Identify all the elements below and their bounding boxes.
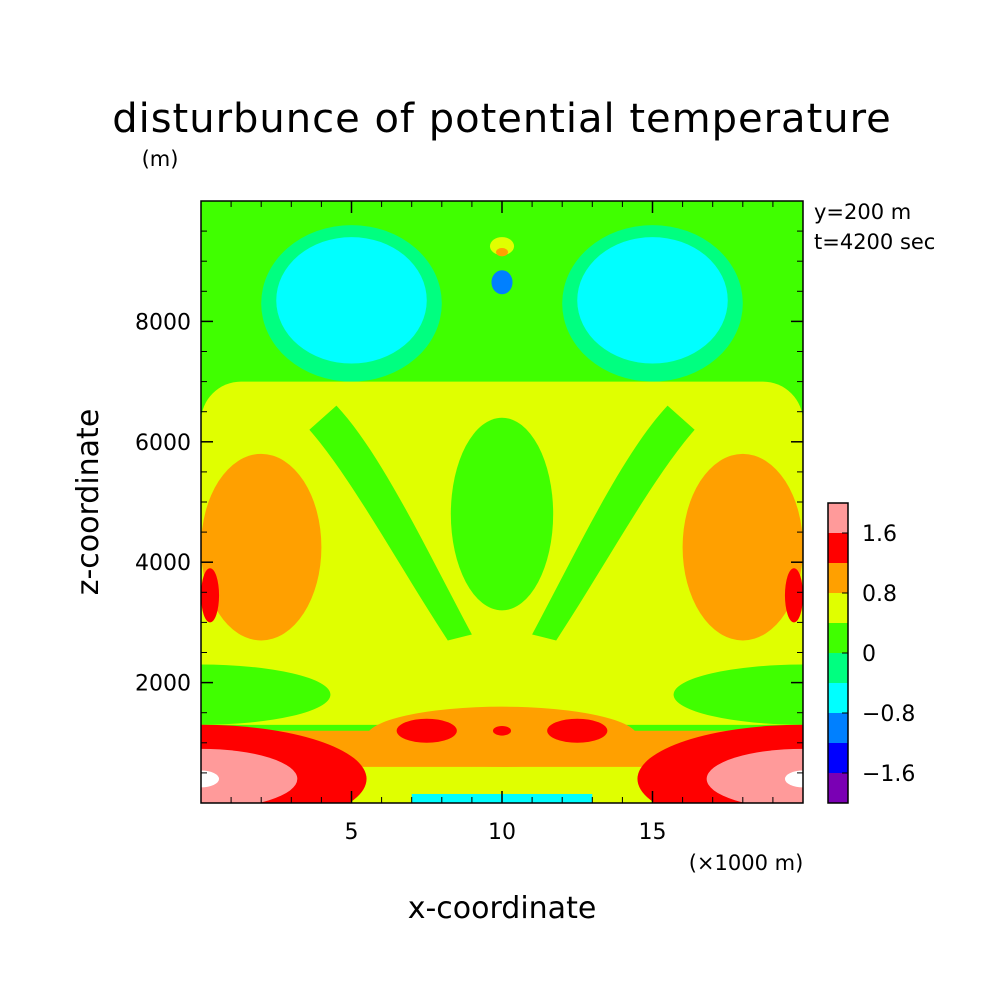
x-unit: (×1000 m) bbox=[689, 851, 804, 875]
surface-pink-lobe-0 bbox=[201, 748, 298, 803]
low-red-cell-1 bbox=[547, 718, 608, 743]
side-red-1 bbox=[784, 568, 803, 623]
colorbar-swatch-9 bbox=[828, 503, 848, 533]
x-tick-label-15: 15 bbox=[639, 820, 667, 845]
central-column-yellow bbox=[489, 237, 515, 256]
colorbar-tick-label: 0.8 bbox=[862, 582, 897, 607]
low-red-cell-0 bbox=[396, 718, 457, 743]
left-streak bbox=[309, 405, 472, 641]
colorbar-swatch-7 bbox=[828, 563, 848, 593]
upper-cyan-cell-0 bbox=[276, 237, 427, 364]
left-low-green bbox=[201, 664, 331, 725]
colorbar-tick-label: −0.8 bbox=[862, 702, 915, 727]
y-tick-label-8000: 8000 bbox=[135, 310, 191, 335]
surface-white-core-0 bbox=[201, 770, 220, 788]
chart-title: disturbunce of potential temperature bbox=[112, 96, 892, 142]
annotation-t: t=4200 sec bbox=[814, 230, 935, 254]
annotation-y: y=200 m bbox=[814, 200, 911, 224]
y-unit: (m) bbox=[142, 147, 179, 171]
colorbar: −1.6 −0.8 0 0.8 1.6 bbox=[827, 502, 915, 804]
colorbar-swatch-4 bbox=[828, 653, 848, 683]
x-tick-label-5: 5 bbox=[345, 820, 359, 845]
x-axis-label: x-coordinate bbox=[408, 891, 597, 926]
side-red-0 bbox=[201, 568, 220, 623]
axis-ticks: 5 10 15 2000 4000 6000 8000 bbox=[135, 201, 803, 845]
central-plume bbox=[450, 417, 554, 611]
colorbar-swatch-2 bbox=[828, 713, 848, 743]
y-axis-label: z-coordinate bbox=[71, 409, 106, 596]
surface-pink-lobe-1 bbox=[706, 748, 803, 803]
central-column-blue bbox=[491, 270, 513, 295]
right-streak bbox=[532, 405, 695, 641]
x-tick-label-10: 10 bbox=[488, 820, 516, 845]
upper-cyan-cell-1 bbox=[577, 237, 728, 364]
surface-white-core-1 bbox=[784, 770, 803, 788]
right-low-green bbox=[673, 664, 803, 725]
side-orange-0 bbox=[201, 453, 322, 641]
contour-field bbox=[201, 201, 803, 803]
colorbar-swatch-3 bbox=[828, 683, 848, 713]
side-orange-1 bbox=[682, 453, 803, 641]
central-column-orange bbox=[495, 247, 509, 257]
colorbar-tick-label: −1.6 bbox=[862, 762, 915, 787]
colorbar-tick-label: 1.6 bbox=[862, 522, 897, 547]
colorbar-swatch-6 bbox=[828, 593, 848, 623]
center-red-cell bbox=[492, 725, 512, 736]
colorbar-swatch-0 bbox=[828, 773, 848, 803]
y-tick-label-4000: 4000 bbox=[135, 551, 191, 576]
y-tick-label-2000: 2000 bbox=[135, 672, 191, 697]
colorbar-tick-label: 0 bbox=[862, 642, 876, 667]
colorbar-swatch-5 bbox=[828, 623, 848, 653]
y-tick-label-6000: 6000 bbox=[135, 431, 191, 456]
colorbar-swatch-1 bbox=[828, 743, 848, 773]
colorbar-swatch-8 bbox=[828, 533, 848, 563]
